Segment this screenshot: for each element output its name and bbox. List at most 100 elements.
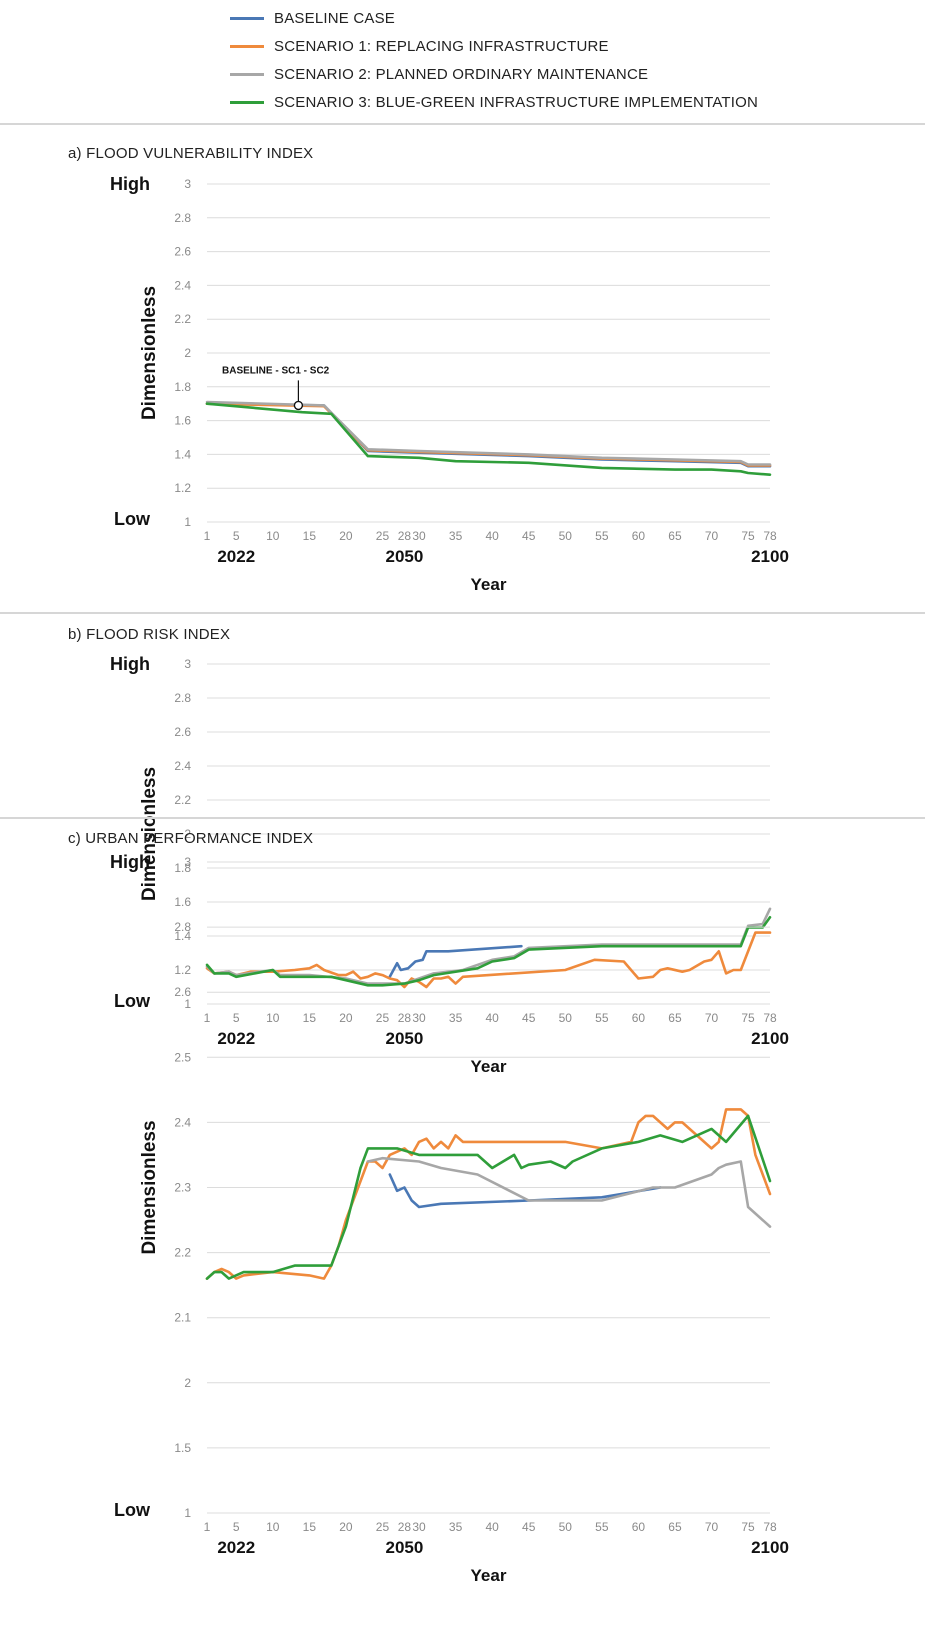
x-tick-label: 28 <box>398 1520 412 1534</box>
y-tick-label: 2.6 <box>174 985 191 999</box>
y-tick-label: 2 <box>184 827 191 841</box>
high-label: High <box>110 174 150 194</box>
x-tick-label: 40 <box>485 529 499 543</box>
legend-swatch-baseline <box>230 16 264 20</box>
y-tick-label: 2.4 <box>174 278 191 292</box>
chart-svg: 1 1.5 2 2.1 2.2 2.3 2.4 2.5 2.6 2.8 3 High Low Dimens… <box>110 852 789 1585</box>
x-tick-label: 30 <box>412 529 426 543</box>
legend-label-scenario-1: SCENARIO 1: REPLACING INFRASTRUCTURE <box>274 37 609 55</box>
x-tick-label: 45 <box>522 1520 536 1534</box>
x-tick-label: 5 <box>233 529 240 543</box>
y-tick-label: 2 <box>184 346 191 360</box>
y-tick-label: 3 <box>184 855 191 869</box>
x-tick-label: 70 <box>705 1011 719 1025</box>
x-tick-label: 50 <box>559 1011 573 1025</box>
separator-a-b <box>0 612 925 614</box>
x-tick-label: 10 <box>266 529 280 543</box>
y-tick-label: 1.5 <box>174 1441 191 1455</box>
legend-swatch-scenario-2 <box>230 72 264 76</box>
y-tick-label: 1 <box>184 1506 191 1520</box>
x-tick-label: 40 <box>485 1520 499 1534</box>
x-tick-label: 5 <box>233 1011 240 1025</box>
x-tick-label: 10 <box>266 1520 280 1534</box>
x-tick-label: 65 <box>668 529 682 543</box>
x-tick-label: 65 <box>668 1011 682 1025</box>
x-tick-label: 5 <box>233 1520 240 1534</box>
x-tick-label: 65 <box>668 1520 682 1534</box>
x-tick-label: 1 <box>204 529 211 543</box>
x-axis-label: Year <box>471 575 507 594</box>
year-label: 2022 <box>217 1029 255 1048</box>
x-tick-label: 25 <box>376 1011 390 1025</box>
y-tick-label: 2.6 <box>174 245 191 259</box>
x-tick-label: 50 <box>559 529 573 543</box>
chart-svg: 1 1.2 1.4 1.6 1.8 2 2.2 2.4 2.6 2.8 3 High Low Dimens… <box>110 654 789 1076</box>
x-tick-label: 40 <box>485 1011 499 1025</box>
y-tick-label: 2.2 <box>174 312 191 326</box>
x-tick-label: 45 <box>522 529 536 543</box>
chart-svg: 1 1.2 1.4 1.6 1.8 2 2.2 2.4 2.6 2.8 3 High Low Dimens… <box>110 174 789 594</box>
x-tick-label: 20 <box>339 1011 353 1025</box>
chart-title: c) URBAN PERFORMANCE INDEX <box>68 830 314 847</box>
high-label: High <box>110 852 150 872</box>
x-axis-label: Year <box>471 1566 507 1585</box>
y-axis-label: Dimensionless <box>139 286 160 420</box>
x-tick-label: 70 <box>705 1520 719 1534</box>
legend-label-scenario-3: SCENARIO 3: BLUE-GREEN INFRASTRUCTURE IM… <box>274 93 759 111</box>
series-line-scenario-1 <box>205 1108 772 1280</box>
x-tick-label: 60 <box>632 1520 646 1534</box>
x-tick-label: 78 <box>763 529 777 543</box>
x-tick-label: 15 <box>303 1011 317 1025</box>
series-line-baseline <box>388 1173 662 1209</box>
series-line-scenario-3 <box>205 1114 772 1280</box>
legend: BASELINE CASE SCENARIO 1: REPLACING INFR… <box>230 4 758 116</box>
x-tick-label: 78 <box>763 1011 777 1025</box>
series-line-baseline <box>388 944 523 979</box>
x-tick-label: 55 <box>595 1520 609 1534</box>
y-tick-label: 2.8 <box>174 920 191 934</box>
legend-swatch-scenario-1 <box>230 44 264 48</box>
x-tick-label: 20 <box>339 1520 353 1534</box>
x-tick-label: 25 <box>376 529 390 543</box>
year-label: 2022 <box>217 1538 255 1557</box>
y-tick-label: 2.5 <box>174 1050 191 1064</box>
series-line-scenario-2 <box>205 400 772 466</box>
legend-item-scenario-3: SCENARIO 3: BLUE-GREEN INFRASTRUCTURE IM… <box>230 88 758 116</box>
y-tick-label: 1 <box>184 997 191 1011</box>
series-line-baseline <box>205 402 772 468</box>
legend-item-scenario-2: SCENARIO 2: PLANNED ORDINARY MAINTENANCE <box>230 60 758 88</box>
chart-title: b) FLOOD RISK INDEX <box>68 626 231 643</box>
y-tick-label: 2.1 <box>174 1311 191 1325</box>
y-tick-label: 1.8 <box>174 380 191 394</box>
year-label: 2050 <box>386 547 424 566</box>
legend-item-scenario-1: SCENARIO 1: REPLACING INFRASTRUCTURE <box>230 32 758 60</box>
year-label: 2100 <box>751 1538 789 1557</box>
x-tick-label: 28 <box>398 529 412 543</box>
series-line-scenario-3 <box>205 402 772 477</box>
y-tick-label: 3 <box>184 657 191 671</box>
chart-panel-urban-performance: c) URBAN PERFORMANCE INDEX 1 1.5 2 2.1 2.2 2.… <box>0 830 925 1623</box>
y-tick-label: 1.8 <box>174 861 191 875</box>
y-tick-label: 1.6 <box>174 895 191 909</box>
x-tick-label: 55 <box>595 529 609 543</box>
x-tick-label: 50 <box>559 1520 573 1534</box>
chart-panel-flood-risk: b) FLOOD RISK INDEX 1 1.2 1.4 1.6 1.8 2 2.2 2.4… <box>0 626 925 1114</box>
y-tick-label: 3 <box>184 177 191 191</box>
x-tick-label: 35 <box>449 1520 463 1534</box>
x-tick-label: 30 <box>412 1520 426 1534</box>
x-tick-label: 70 <box>705 529 719 543</box>
y-tick-label: 1 <box>184 515 191 529</box>
x-tick-label: 25 <box>376 1520 390 1534</box>
series-line-scenario-2 <box>366 1156 772 1228</box>
year-label: 2050 <box>386 1538 424 1557</box>
y-tick-label: 1.4 <box>174 929 191 943</box>
y-tick-label: 1.4 <box>174 447 191 461</box>
x-tick-label: 75 <box>741 529 755 543</box>
x-tick-label: 15 <box>303 1520 317 1534</box>
x-tick-label: 28 <box>398 1011 412 1025</box>
low-label: Low <box>114 1500 151 1520</box>
year-label: 2050 <box>386 1029 424 1048</box>
y-tick-label: 1.2 <box>174 963 191 977</box>
y-tick-label: 2.2 <box>174 1246 191 1260</box>
year-label: 2100 <box>751 1029 789 1048</box>
